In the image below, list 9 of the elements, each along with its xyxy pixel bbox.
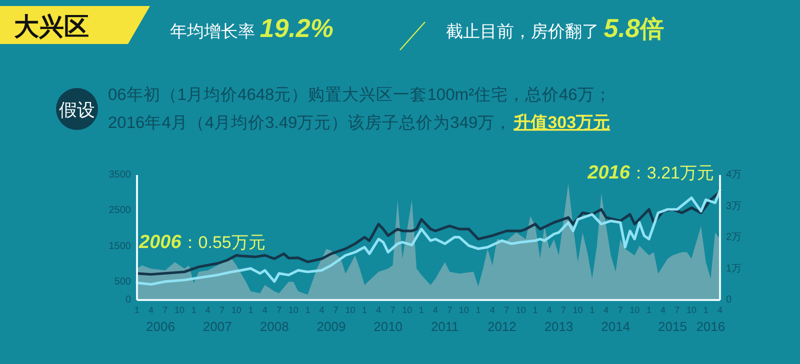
text: 假设 [59, 100, 95, 120]
chart-title: 大兴区 [14, 13, 89, 41]
text: 2016年4月（4月均价3.49万元）该房子总价为349万， [108, 113, 512, 132]
text: 升值303万元 [512, 113, 610, 132]
text: 06年初（1月均价4648元）购置大兴区一套100m²住宅，总价46万； [108, 85, 612, 104]
annotation: 2016：3.21万元 [586, 162, 714, 184]
annotation: 2006：0.55万元 [138, 232, 266, 253]
text: 截止目前，房价翻了 5.8倍 [446, 13, 664, 43]
text: 年均增长率 19.2% [170, 13, 334, 43]
